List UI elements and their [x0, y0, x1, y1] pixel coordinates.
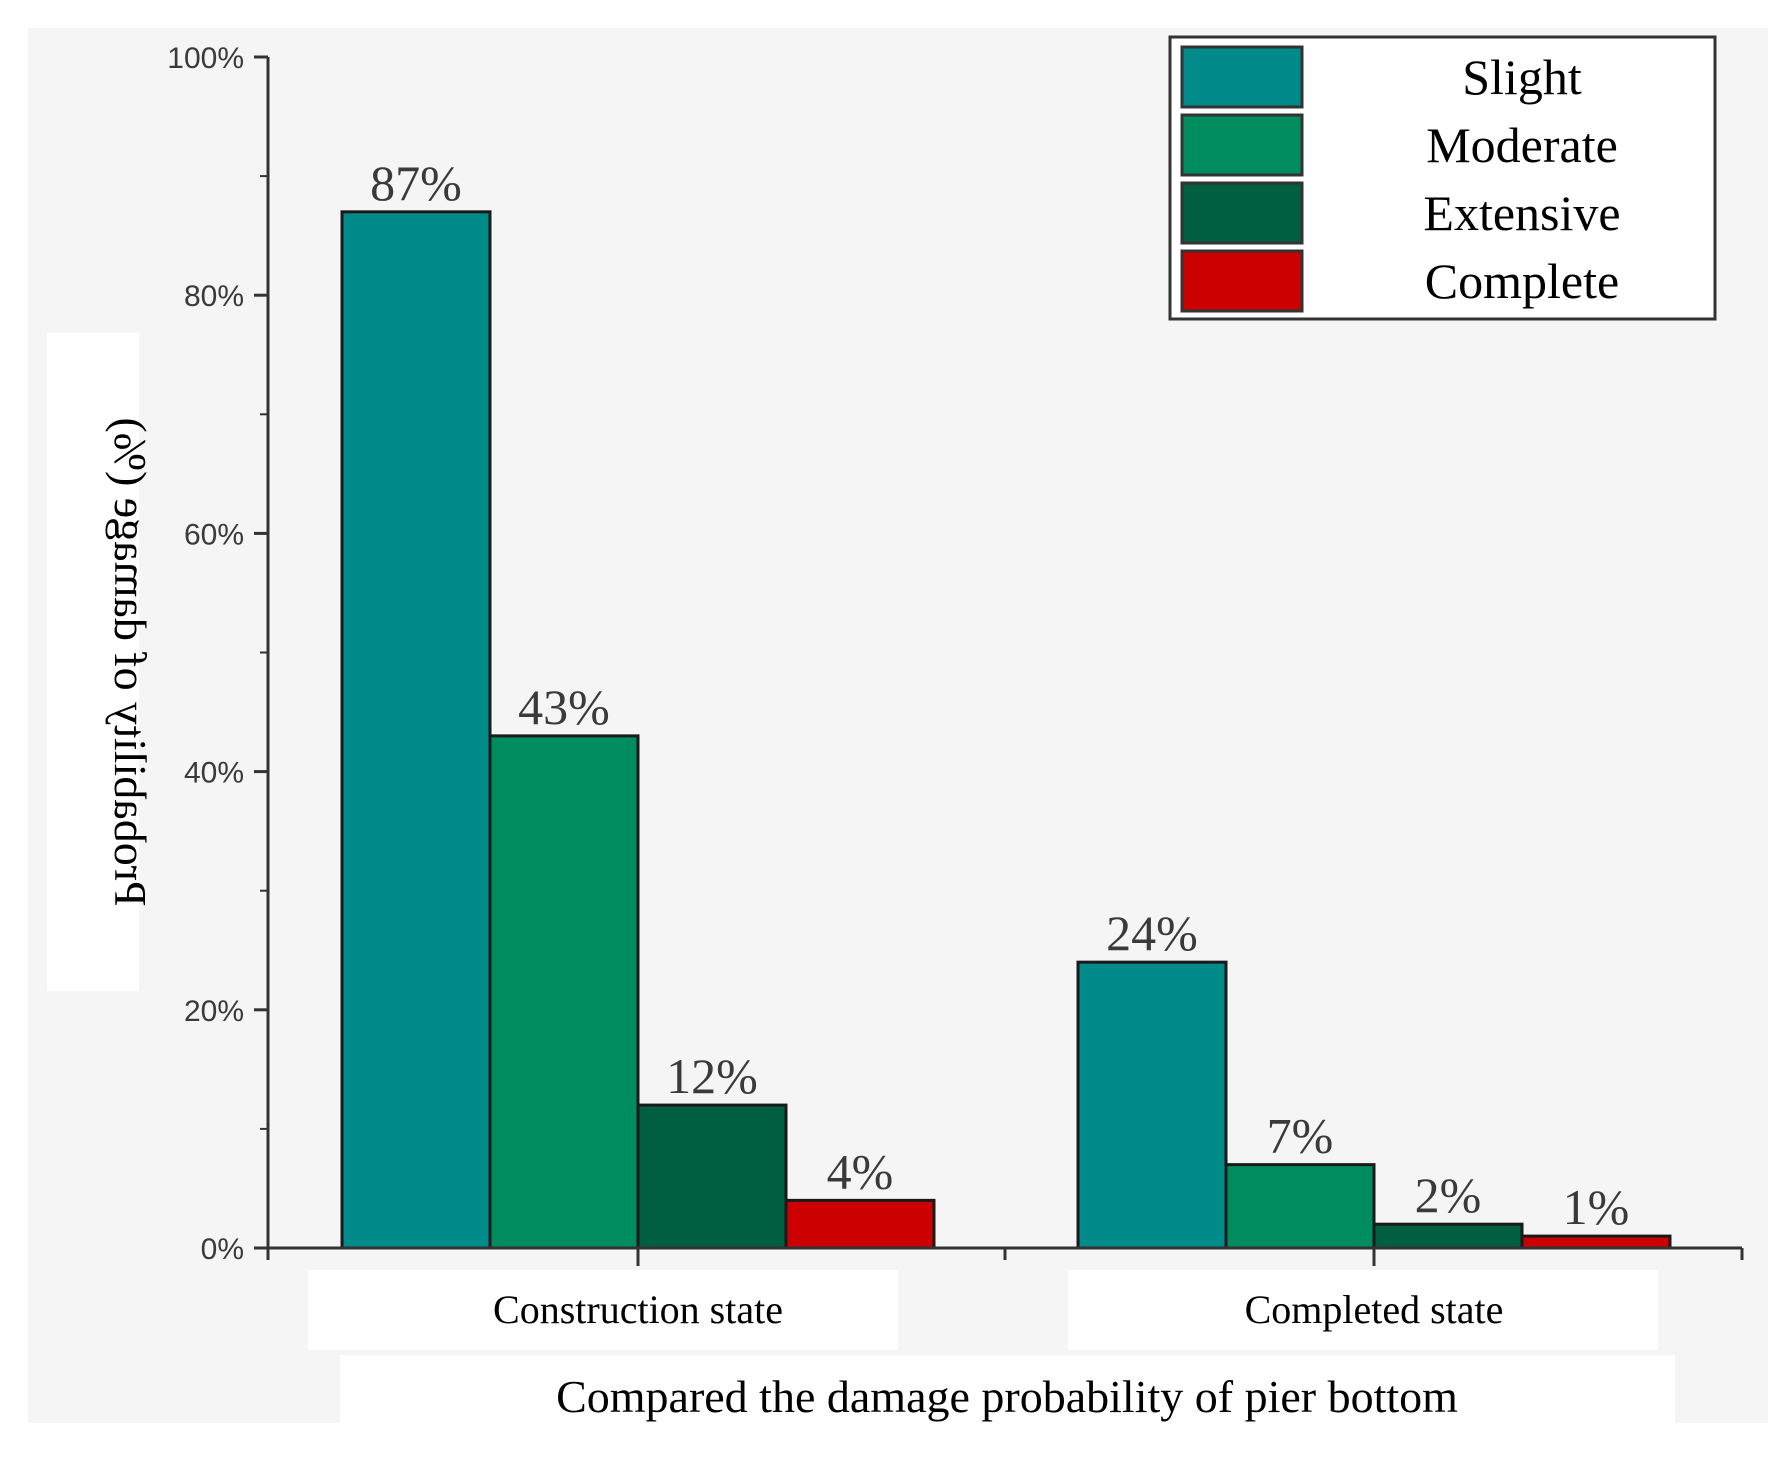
bar-extensive	[1372, 1222, 1524, 1250]
x-cat-backdrop-2	[1068, 1270, 1658, 1350]
data-label: 1%	[1563, 1179, 1630, 1235]
bar-extensive	[636, 1103, 788, 1250]
legend-swatch-extensive	[1180, 181, 1304, 245]
x-axis-title: Compared the damage probability of pier …	[556, 1371, 1458, 1422]
bar-complete	[1520, 1234, 1672, 1250]
data-label: 87%	[370, 155, 462, 211]
legend-label: Complete	[1425, 253, 1619, 309]
data-label: 24%	[1106, 905, 1198, 961]
y-tick-label: 100%	[167, 42, 244, 75]
y-tick-label: 80%	[184, 280, 244, 313]
x-tick-label: Construction state	[493, 1287, 783, 1332]
bar-slight	[340, 210, 492, 1250]
data-label: 7%	[1267, 1108, 1334, 1164]
x-title-backdrop	[340, 1355, 1675, 1435]
legend-label: Extensive	[1423, 185, 1620, 241]
bars	[340, 210, 1672, 1250]
legend: Slight Moderate Extensive Complete	[1168, 35, 1717, 321]
bar-moderate	[1224, 1163, 1376, 1250]
bar-complete	[784, 1198, 936, 1250]
y-tick-label: 0%	[201, 1233, 244, 1266]
y-title-backdrop	[47, 333, 139, 991]
data-label: 4%	[827, 1143, 894, 1199]
legend-label: Slight	[1462, 49, 1582, 105]
bar-moderate	[488, 734, 640, 1250]
y-axis-title: Probability of damage (%)	[105, 417, 156, 906]
legend-swatch-complete	[1180, 249, 1304, 313]
y-tick-label: 60%	[184, 518, 244, 551]
legend-swatch-slight	[1180, 45, 1304, 109]
data-label: 2%	[1415, 1167, 1482, 1223]
y-axis-ticks: 0% 20% 40% 60% 80% 100%	[167, 42, 268, 1266]
data-label: 43%	[518, 679, 610, 735]
data-label: 12%	[666, 1048, 758, 1104]
x-cat-backdrop-1	[308, 1270, 898, 1350]
x-tick-label: Completed state	[1245, 1287, 1504, 1332]
x-axis: Construction state Completed state	[266, 1248, 1744, 1332]
legend-swatch-moderate	[1180, 113, 1304, 177]
y-tick-label: 20%	[184, 995, 244, 1028]
bar-slight	[1076, 960, 1228, 1250]
legend-label: Moderate	[1426, 117, 1618, 173]
bar-labels: 87% 43% 12% 4% 24% 7% 2% 1%	[370, 155, 1629, 1235]
y-tick-label: 40%	[184, 757, 244, 790]
